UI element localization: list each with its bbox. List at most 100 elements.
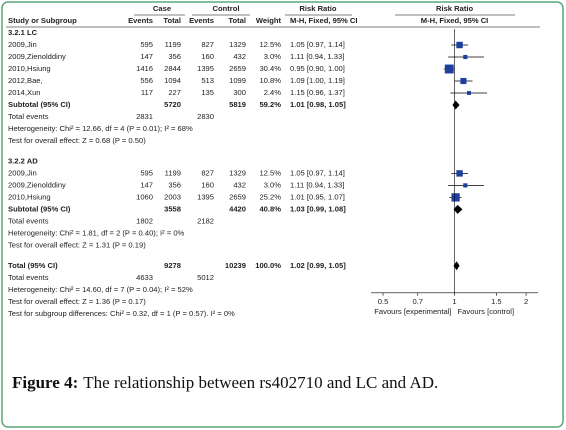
control-total: 4420 [229,204,246,213]
study-name: 2010,Hsiung [8,192,51,201]
column-header: Events [128,16,153,25]
x-tick-label: 2 [524,297,528,306]
x-label-left: Favours [experimental] [374,307,451,316]
ci-label: 1.05 [0.97, 1.14] [290,40,345,49]
ci-label: 1.15 [0.96, 1.37] [290,88,345,97]
header-effect: Risk Ratio [299,4,336,13]
x-tick-label: 1.5 [491,297,502,306]
column-header: Study or Subgroup [8,16,77,25]
overall-effect: Test for overall effect: Z = 1.36 (P = 0… [8,297,146,306]
summary-diamond [453,261,460,271]
header-effect-plot: Risk Ratio [436,4,473,13]
overall-effect: Test for overall effect: Z = 1.31 (P = 0… [8,240,146,249]
heterogeneity: Heterogeneity: Chi² = 14.60, df = 7 (P =… [8,285,193,294]
study-name: 2009,Jin [8,168,37,177]
study-square [463,183,468,188]
weight: 30.4% [259,64,281,73]
case-events: 595 [140,40,153,49]
study-square [467,91,471,95]
control-total: 5819 [229,100,246,109]
caption-label: Figure 4: [12,373,78,392]
ci-label: 1.11 [0.94, 1.33] [290,180,344,189]
x-tick-label: 0.7 [412,297,423,306]
case-events: 556 [140,76,153,85]
control-events: 1395 [197,192,214,201]
caption: Figure 4: The relationship between rs4027… [12,373,438,392]
control-events: 135 [201,88,214,97]
study-name: 2009,Jin [8,40,37,49]
study-name: 2009,Zienolddiny [8,52,66,61]
weight: 12.5% [259,168,281,177]
ci-label: 0.95 [0.90, 1.00] [290,64,345,73]
case-total: 1094 [164,76,181,85]
weight: 10.8% [259,76,281,85]
study-square [444,64,454,74]
case-total: 2844 [164,64,181,73]
case-total: 5720 [164,100,181,109]
study-square [456,41,463,49]
column-header: M-H, Fixed, 95% CI [290,16,358,25]
column-header: Total [163,16,181,25]
subtotal-label: Subtotal (95% CI) [8,204,71,213]
weight: 3.0% [264,180,282,189]
case-events: 1416 [136,64,153,73]
x-tick-label: 0.5 [378,297,389,306]
ci-label: 1.01 [0.98, 1.05] [290,100,346,109]
weight: 25.2% [259,192,281,201]
case-events: 2831 [136,112,153,121]
control-total: 432 [233,52,246,61]
study-square [451,193,460,202]
case-total: 1199 [165,168,181,177]
control-events: 2830 [197,112,214,121]
heterogeneity: Heterogeneity: Chi² = 1.81, df = 2 (P = … [8,228,185,237]
weight: 40.8% [259,204,281,213]
control-total: 10239 [225,261,246,270]
subtotal-label: Subtotal (95% CI) [8,100,71,109]
control-total: 1099 [229,76,246,85]
case-total: 9278 [164,261,181,270]
control-events: 1395 [197,64,214,73]
control-total: 1329 [229,168,246,177]
subgroup-title: 3.2.1 LC [8,28,38,37]
total-events-label: Total events [8,112,49,121]
overall-effect: Test for overall effect: Z = 0.68 (P = 0… [8,136,146,145]
case-total: 2003 [164,192,181,201]
overall-label: Total (95% CI) [8,261,58,270]
ci-label: 1.01 [0.95, 1.07] [290,192,345,201]
header-control: Control [213,4,240,13]
case-events: 147 [140,52,153,61]
ci-label: 1.02 [0.99, 1.05] [290,261,346,270]
case-events: 4633 [136,273,153,282]
summary-diamond [452,100,460,110]
subgroup-differences: Test for subgroup differences: Chi² = 0.… [8,309,235,318]
study-square [463,54,468,60]
study-name: 2012,Bae, [8,76,43,85]
x-label-right: Favours [control] [458,307,515,316]
control-events: 160 [201,180,214,189]
study-name: 2014,Xun [8,88,41,97]
caption-text: The relationship between rs402710 and LC… [83,373,438,392]
column-header: Events [189,16,214,25]
weight: 12.5% [259,40,281,49]
control-total: 2659 [229,64,246,73]
control-events: 160 [201,52,214,61]
case-events: 147 [140,180,153,189]
control-total: 2659 [229,192,246,201]
study-square [460,77,467,85]
weight: 59.2% [259,100,281,109]
control-total: 432 [233,180,246,189]
case-total: 356 [168,180,181,189]
control-events: 827 [201,40,214,49]
x-tick-label: 1 [452,297,456,306]
control-events: 5012 [197,273,214,282]
weight: 100.0% [255,261,281,270]
control-events: 827 [201,168,214,177]
column-header: Weight [256,16,282,25]
heterogeneity: Heterogeneity: Chi² = 12.66, df = 4 (P =… [8,124,193,133]
ci-label: 1.09 [1.00, 1.19] [290,76,345,85]
header-case: Case [153,4,171,13]
total-events-label: Total events [8,216,49,225]
